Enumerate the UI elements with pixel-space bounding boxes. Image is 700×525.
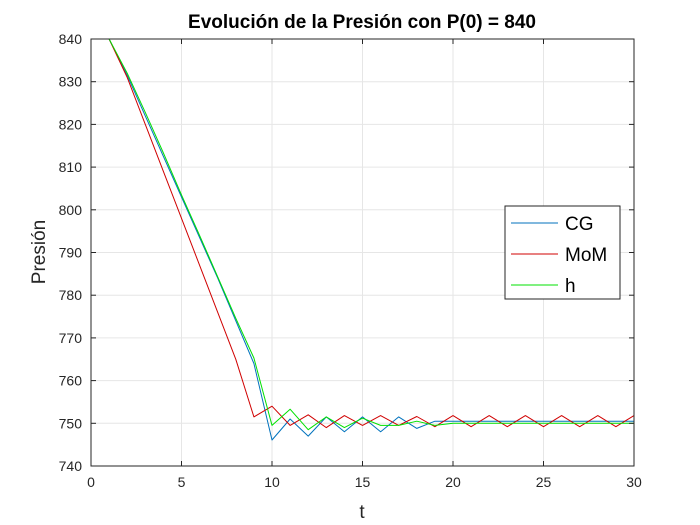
tick-marks [90,38,635,467]
series-layer [108,38,635,441]
y-tick-label: 770 [59,330,83,346]
y-tick-label: 810 [59,159,83,175]
x-tick-label: 20 [445,474,461,490]
chart-title: Evolución de la Presión con P(0) = 840 [188,12,536,33]
y-tick-label: 740 [59,458,83,474]
y-tick-label: 760 [59,373,83,389]
series-line-cg [108,38,634,441]
x-axis-label: t [359,502,365,523]
x-tick-label: 30 [626,474,642,490]
y-tick-label: 820 [59,116,83,132]
x-tick-label: 10 [264,474,280,490]
y-axis-label: Presión [29,220,50,284]
series-line-h [108,38,634,431]
legend-label-cg: CG [565,214,594,235]
y-tick-label: 790 [59,245,83,261]
legend: CG MoM h [504,205,621,300]
x-tick-label: 0 [87,474,95,490]
legend-label-h: h [565,276,576,297]
y-tick-label: 750 [59,415,83,431]
legend-label-mom: MoM [565,245,607,266]
x-tick-label: 5 [178,474,186,490]
y-tick-label: 780 [59,287,83,303]
y-tick-label: 840 [59,31,83,47]
x-tick-label: 15 [355,474,371,490]
legend-box [504,205,621,300]
y-tick-label: 800 [59,202,83,218]
series-line-mom [108,38,635,429]
tick-labels: 0 5 10 15 20 25 30 740 750 760 770 780 790 800 810 820 8… [59,31,642,490]
x-tick-label: 25 [536,474,552,490]
y-tick-label: 830 [59,74,83,90]
